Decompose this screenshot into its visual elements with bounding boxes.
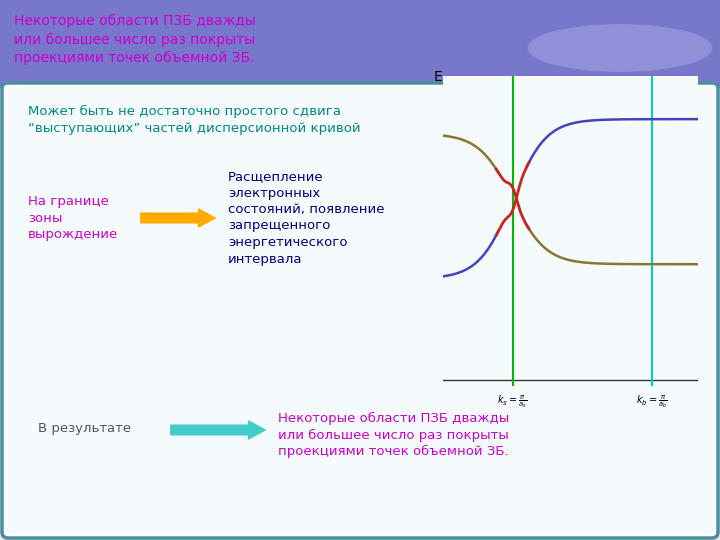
Text: На границе
зоны
вырождение: На границе зоны вырождение	[28, 195, 118, 241]
FancyArrowPatch shape	[171, 421, 265, 439]
FancyArrowPatch shape	[141, 209, 215, 227]
FancyBboxPatch shape	[6, 87, 714, 534]
Text: В результате: В результате	[38, 422, 131, 435]
Text: Расщепление
электронных
состояний, появление
запрещенного
энергетического
интерв: Расщепление электронных состояний, появл…	[228, 170, 384, 266]
Text: Некоторые области ПЗБ дважды
или большее число раз покрыты
проекциями точек объе: Некоторые области ПЗБ дважды или большее…	[14, 14, 256, 65]
Text: Некоторые области ПЗБ дважды
или большее число раз покрыты
проекциями точек объе: Некоторые области ПЗБ дважды или большее…	[278, 412, 509, 458]
Text: Может быть не достаточно простого сдвига
“выступающих” частей дисперсионной крив: Может быть не достаточно простого сдвига…	[28, 105, 361, 134]
FancyBboxPatch shape	[0, 0, 720, 89]
Text: E: E	[433, 70, 442, 84]
Ellipse shape	[528, 24, 713, 72]
FancyBboxPatch shape	[2, 83, 718, 538]
